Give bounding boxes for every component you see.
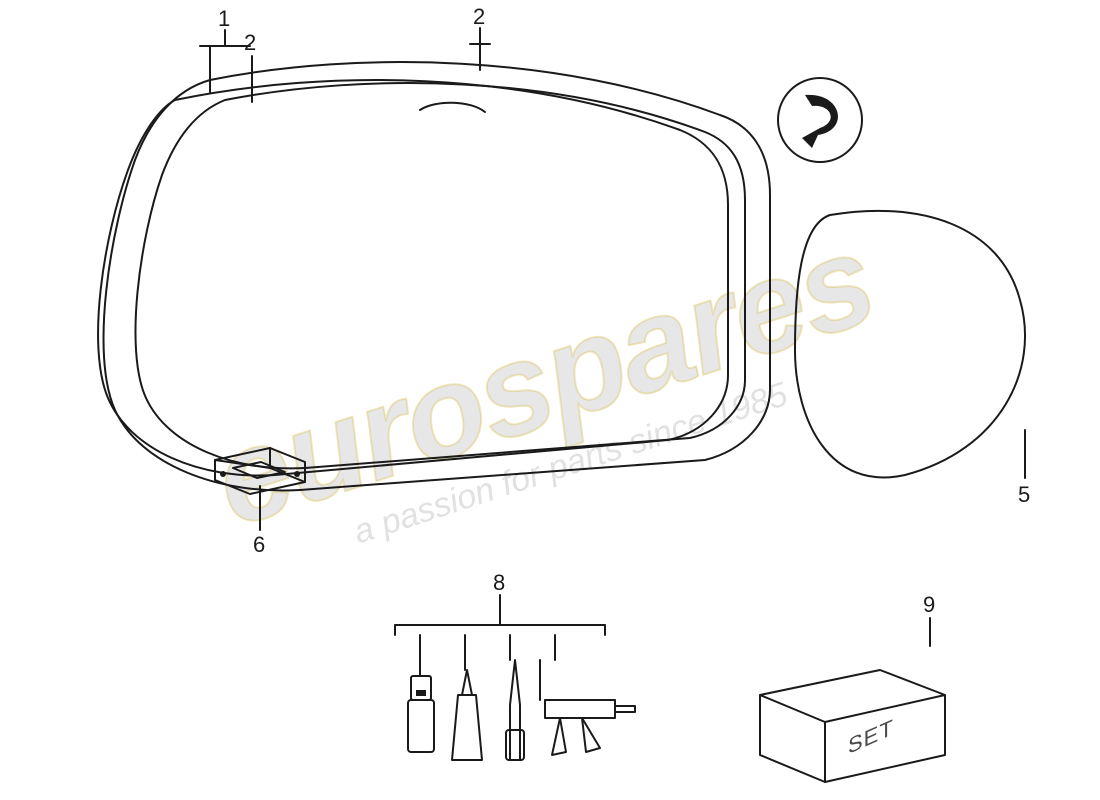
diagram-canvas: eurospares a passion for parts since 198… bbox=[0, 0, 1100, 800]
parts-drawing bbox=[0, 0, 1100, 800]
callout-1: 1 bbox=[218, 6, 230, 32]
callout-6: 6 bbox=[253, 532, 265, 558]
callout-9: 9 bbox=[923, 592, 935, 618]
callout-2-left: 2 bbox=[244, 30, 256, 56]
callout-5: 5 bbox=[1018, 482, 1030, 508]
callout-2-top: 2 bbox=[473, 4, 485, 30]
callout-8: 8 bbox=[493, 570, 505, 596]
